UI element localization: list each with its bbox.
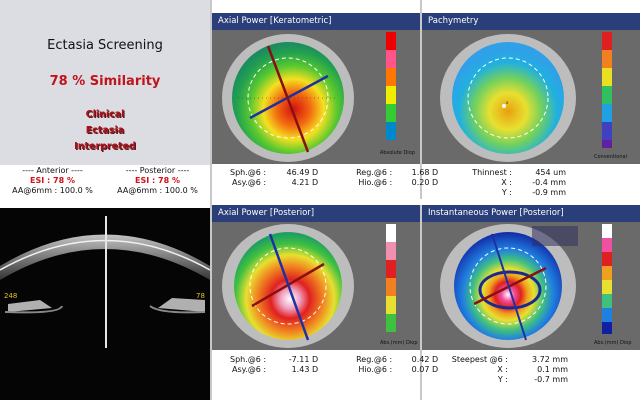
posterior-header: ---- Posterior ----	[125, 166, 190, 175]
hio-value: 0.07 D	[411, 365, 439, 374]
posterior-esi-block: ---- Posterior ---- ESI : 78 % AA@6mm : …	[105, 166, 210, 204]
interpretation-line: Interpreted	[74, 141, 136, 152]
asy-label: Asy.@6 :	[232, 178, 267, 187]
reg-value: 1.68 D	[411, 168, 439, 177]
sph-label: Sph.@6 :	[230, 168, 267, 177]
reg-value: 0.42 D	[411, 355, 439, 364]
reg-label: Reg.@6 :	[356, 355, 393, 364]
x-label: X :	[497, 365, 508, 374]
panel-title-axial-keratometric: Axial Power [Keratometric]	[212, 13, 420, 30]
axial-posterior-stats: Sph.@6 : -7.11 D Reg.@6 : 0.42 D Asy.@6 …	[228, 355, 440, 375]
sph-label: Sph.@6 :	[230, 355, 267, 364]
thinnest-value: 454 um	[535, 168, 566, 177]
pachymetry-stats: Thinnest : 454 um X : -0.4 mm Y : -0.9 m…	[460, 168, 568, 198]
scale-caption: Abs.(mm) Diop	[380, 340, 418, 346]
sph-value: -7.11 D	[288, 355, 319, 364]
interpretation-line: Ectasia	[85, 125, 125, 136]
anterior-esi-block: ---- Anterior ---- ESI : 78 % AA@6mm : 1…	[0, 166, 105, 204]
screening-column: Ectasia Screening 78 % Similarity Clinic…	[0, 0, 211, 400]
oct-scan-image: 248 78	[0, 208, 211, 400]
oct-right-label: 78	[196, 292, 205, 300]
steepest-value: 3.72 mm	[532, 355, 568, 364]
svg-text:x: x	[506, 100, 509, 105]
anterior-aa-value: AA@6mm : 100.0 %	[12, 186, 93, 195]
pachymetry-map[interactable]: x Conventional	[422, 30, 640, 164]
posterior-esi-value: ESI : 78 %	[133, 176, 182, 186]
interpretation-text: Clinical Ectasia Interpreted	[0, 107, 210, 155]
panel-title-instantaneous-posterior: Instantaneous Power [Posterior]	[422, 205, 640, 222]
hio-value: 0.20 D	[411, 178, 439, 187]
scale-caption: Absolute Diop	[380, 150, 415, 156]
asy-label: Asy.@6 :	[232, 365, 267, 374]
scale-caption: Conventional	[594, 154, 627, 160]
reg-label: Reg.@6 :	[356, 168, 393, 177]
instantaneous-posterior-graphic: Abs.(mm) Diop	[422, 222, 640, 350]
x-label: X :	[501, 178, 512, 187]
similarity-score: 78 % Similarity	[49, 74, 161, 89]
oct-scan-graphic: 248 78	[0, 208, 211, 400]
instantaneous-posterior-stats: Steepest @6 : 3.72 mm X : 0.1 mm Y : -0.…	[440, 355, 570, 385]
sph-value: 46.49 D	[286, 168, 319, 177]
row-divider	[212, 199, 640, 205]
column-divider	[210, 0, 212, 400]
pachymetry-graphic: x Conventional	[422, 30, 640, 164]
anterior-header: ---- Anterior ----	[22, 166, 83, 175]
panel-title-axial-posterior: Axial Power [Posterior]	[212, 205, 420, 222]
thinnest-label: Thinnest :	[472, 168, 512, 177]
steepest-label: Steepest @6 :	[451, 355, 508, 364]
posterior-aa-value: AA@6mm : 100.0 %	[117, 186, 198, 195]
axial-keratometric-map[interactable]: Absolute Diop	[212, 30, 420, 164]
anterior-esi-value: ESI : 78 %	[28, 176, 77, 186]
hio-label: Hio.@6 :	[358, 365, 393, 374]
asy-value: 4.21 D	[291, 178, 319, 187]
y-value: -0.9 mm	[532, 188, 566, 197]
scale-caption: Abs.(mm) Diop	[594, 340, 632, 346]
y-label: Y :	[501, 188, 512, 197]
asy-value: 1.43 D	[291, 365, 319, 374]
oct-left-label: 248	[4, 292, 17, 300]
axial-keratometric-stats: Sph.@6 : 46.49 D Reg.@6 : 1.68 D Asy.@6 …	[228, 168, 440, 188]
hio-label: Hio.@6 :	[358, 178, 393, 187]
instantaneous-posterior-map[interactable]: Abs.(mm) Diop	[422, 222, 640, 350]
y-value: -0.7 mm	[534, 375, 568, 384]
axial-posterior-graphic: Abs.(mm) Diop	[212, 222, 420, 350]
screening-title: Ectasia Screening	[47, 38, 163, 53]
y-label: Y :	[497, 375, 508, 384]
interpretation-line: Clinical	[85, 109, 125, 120]
panel-title-pachymetry: Pachymetry	[422, 13, 640, 30]
axial-keratometric-graphic: Absolute Diop	[212, 30, 420, 164]
screening-summary: Ectasia Screening 78 % Similarity Clinic…	[0, 0, 210, 165]
x-value: 0.1 mm	[537, 365, 568, 374]
x-value: -0.4 mm	[532, 178, 566, 187]
axial-posterior-map[interactable]: Abs.(mm) Diop	[212, 222, 420, 350]
